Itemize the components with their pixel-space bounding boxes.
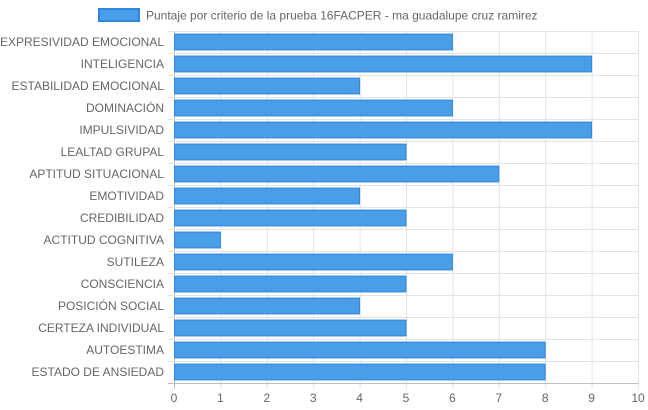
category-label: POSICIÓN SOCIAL — [58, 298, 164, 313]
x-tick-label: 10 — [631, 391, 645, 405]
bar — [174, 143, 407, 161]
legend[interactable]: Puntaje por criterio de la prueba 16FACP… — [98, 8, 538, 23]
category-label: CREDIBILIDAD — [80, 211, 164, 225]
bar — [174, 55, 593, 73]
category-label: ESTABILIDAD EMOCIONAL — [12, 79, 165, 93]
x-tick-label: 7 — [495, 391, 502, 405]
bar — [174, 363, 546, 381]
bar — [174, 165, 500, 183]
x-tick-label: 3 — [310, 391, 317, 405]
bar — [174, 297, 361, 315]
legend-label: Puntaje por criterio de la prueba 16FACP… — [146, 9, 538, 23]
x-tick-label: 9 — [588, 391, 595, 405]
x-tick-label: 5 — [403, 391, 410, 405]
category-label: CERTEZA INDIVIDUAL — [38, 321, 164, 335]
category-label: SUTILEZA — [107, 255, 164, 269]
x-tick-label: 6 — [449, 391, 456, 405]
x-tick-label: 1 — [217, 391, 224, 405]
bar — [174, 231, 221, 249]
bar — [174, 99, 453, 117]
x-tick-label: 4 — [356, 391, 363, 405]
category-label: ESTADO DE ANSIEDAD — [32, 365, 165, 379]
category-label: CONSCIENCIA — [81, 277, 164, 291]
category-label: ACTITUD COGNITIVA — [44, 233, 164, 247]
bar — [174, 319, 407, 337]
x-tick-label: 8 — [542, 391, 549, 405]
category-label: EMOTIVIDAD — [89, 189, 164, 203]
bar — [174, 121, 593, 139]
category-label: IMPULSIVIDAD — [79, 123, 164, 137]
bar — [174, 253, 453, 271]
x-tick-label: 2 — [263, 391, 270, 405]
grid — [168, 31, 639, 389]
bar — [174, 209, 407, 227]
category-label: EXPRESIVIDAD EMOCIONAL — [0, 35, 164, 49]
category-label: INTELIGENCIA — [81, 57, 164, 71]
bar — [174, 33, 453, 51]
x-tick-labels: 0 1 2 3 4 5 6 7 8 9 10 — [171, 391, 645, 405]
x-tick-label: 0 — [171, 391, 178, 405]
legend-swatch — [98, 8, 140, 22]
bar — [174, 77, 361, 95]
bars — [174, 33, 593, 381]
category-label: APTITUD SITUACIONAL — [29, 167, 164, 181]
bar — [174, 187, 361, 205]
bar — [174, 275, 407, 293]
category-label: AUTOESTIMA — [86, 343, 164, 357]
bar — [174, 341, 546, 359]
category-labels: EXPRESIVIDAD EMOCIONAL INTELIGENCIA ESTABI… — [0, 35, 164, 379]
category-label: DOMINACIÓN — [86, 100, 164, 115]
category-label: LEALTAD GRUPAL — [61, 145, 165, 159]
